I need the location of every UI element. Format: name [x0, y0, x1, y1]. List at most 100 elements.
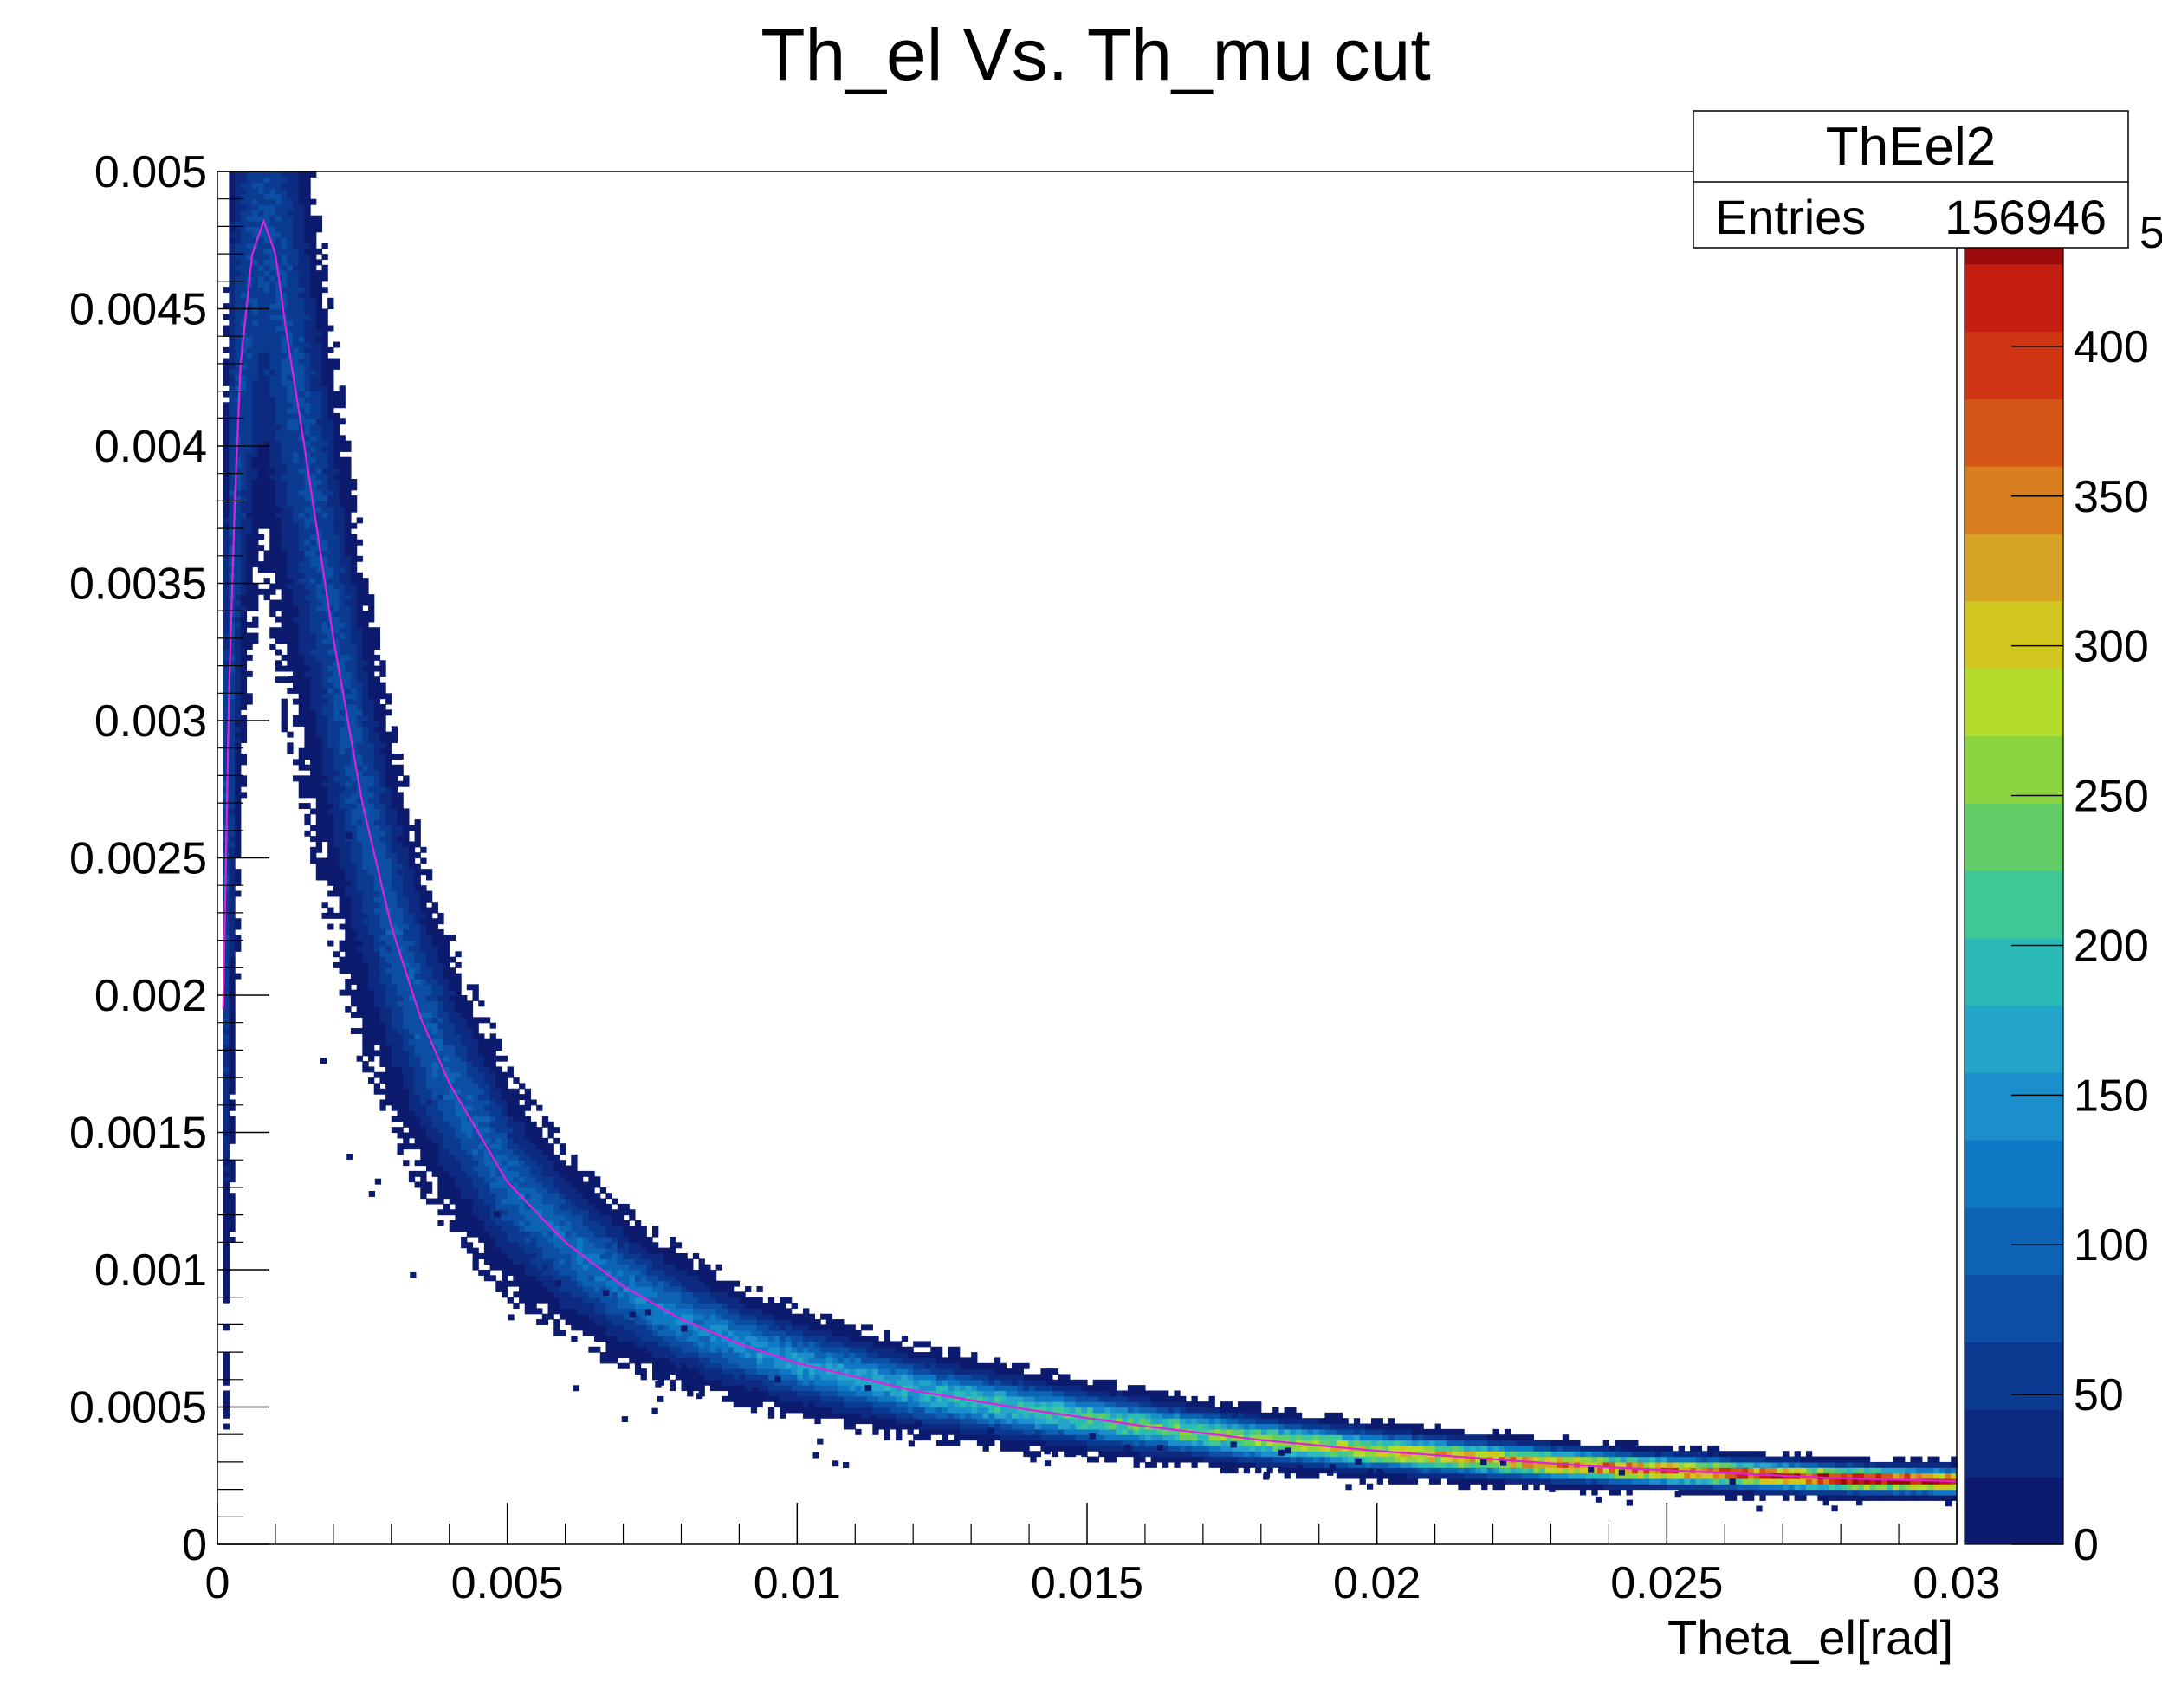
heatmap-bin — [623, 1291, 630, 1298]
heatmap-bin — [368, 654, 375, 661]
heatmap-bin — [339, 632, 346, 639]
heatmap-bin — [513, 1247, 520, 1254]
heatmap-bin — [425, 945, 433, 952]
heatmap-bin — [304, 495, 311, 501]
heatmap-bin — [298, 341, 305, 348]
heatmap-bin — [391, 940, 398, 947]
heatmap-bin — [269, 182, 276, 189]
heatmap-bin — [698, 1258, 705, 1265]
heatmap-bin — [437, 928, 444, 935]
heatmap-bin — [646, 1313, 653, 1320]
heatmap-bin — [565, 1181, 572, 1188]
heatmap-bin — [327, 830, 334, 837]
heatmap-bin — [588, 1176, 595, 1183]
heatmap-bin — [240, 627, 248, 634]
heatmap-bin — [269, 446, 276, 452]
heatmap-bin — [612, 1231, 618, 1238]
heatmap-bin — [246, 578, 253, 585]
heatmap-bin — [257, 396, 265, 403]
heatmap-bin — [652, 1258, 659, 1265]
heatmap-bin — [281, 379, 288, 386]
heatmap-bin — [298, 210, 305, 217]
heatmap-bin — [229, 912, 236, 919]
heatmap-bin — [333, 517, 340, 524]
heatmap-bin — [652, 1252, 659, 1259]
heatmap-bin — [612, 1313, 618, 1320]
heatmap-bin — [466, 1226, 474, 1232]
heatmap-bin — [420, 846, 427, 853]
heatmap-bin — [617, 1336, 625, 1342]
heatmap-bin — [304, 346, 311, 353]
heatmap-bin — [315, 846, 323, 853]
heatmap-bin — [629, 1280, 636, 1287]
heatmap-bin — [612, 1324, 618, 1331]
heatmap-bin — [599, 1226, 607, 1232]
heatmap-bin — [414, 1055, 421, 1062]
heatmap-bin — [229, 967, 236, 974]
heatmap-bin — [345, 819, 352, 826]
heatmap-bin — [698, 1286, 705, 1292]
heatmap-bin — [617, 1258, 625, 1265]
heatmap-bin — [257, 506, 265, 513]
heatmap-bin — [350, 792, 358, 799]
heatmap-bin — [408, 879, 416, 886]
heatmap-bin — [368, 665, 375, 672]
heatmap-bin — [519, 1187, 526, 1194]
heatmap-bin — [275, 418, 282, 425]
heatmap-bin — [571, 1280, 578, 1287]
heatmap-bin — [235, 583, 242, 590]
heatmap-bin — [617, 1319, 625, 1325]
heatmap-bin — [235, 182, 242, 189]
heatmap-bin — [670, 1330, 676, 1336]
heatmap-bin — [275, 353, 282, 359]
heatmap-bin — [327, 429, 334, 436]
heatmap-bin — [315, 528, 323, 535]
heatmap-bin — [246, 534, 253, 540]
heatmap-bin — [263, 424, 270, 430]
heatmap-bin — [327, 325, 334, 332]
heatmap-bin — [315, 698, 323, 705]
heatmap-bin — [646, 1291, 653, 1298]
heatmap-bin — [229, 747, 236, 754]
heatmap-bin — [379, 1050, 386, 1057]
heatmap-bin — [269, 402, 276, 409]
heatmap-bin — [559, 1214, 566, 1221]
heatmap-bin — [293, 698, 300, 705]
heatmap-bin — [257, 297, 265, 304]
heatmap-bin — [246, 171, 253, 178]
heatmap-bin — [240, 402, 248, 409]
heatmap-bin — [246, 644, 253, 650]
heatmap-bin — [304, 369, 311, 376]
heatmap-bin — [339, 479, 346, 485]
heatmap-bin — [310, 627, 317, 634]
heatmap-bin — [403, 935, 410, 941]
heatmap-bin — [408, 1116, 416, 1122]
heatmap-bin — [315, 501, 323, 508]
heatmap-bin — [403, 890, 410, 897]
heatmap-bin — [235, 637, 242, 644]
heatmap-bin — [304, 731, 311, 738]
heatmap-bin — [362, 967, 369, 974]
heatmap-bin — [252, 517, 259, 524]
heatmap-bin — [304, 676, 311, 683]
heatmap-bin — [472, 984, 479, 991]
heatmap-bin — [310, 231, 317, 238]
heatmap-bin — [397, 797, 404, 804]
heatmap-bin — [229, 1198, 236, 1205]
heatmap-bin — [310, 435, 317, 442]
heatmap-bin — [246, 605, 253, 611]
heatmap-bin — [541, 1193, 549, 1200]
heatmap-bin — [223, 1033, 230, 1040]
heatmap-bin — [495, 1045, 502, 1051]
heatmap-bin — [257, 264, 265, 271]
heatmap-bin — [240, 605, 248, 611]
heatmap-bin — [501, 1116, 508, 1122]
heatmap-bin — [368, 961, 375, 968]
heatmap-bin — [263, 292, 270, 299]
heatmap-bin — [333, 951, 340, 958]
heatmap-bin — [414, 923, 421, 930]
heatmap-bin — [315, 764, 323, 771]
heatmap-bin — [229, 275, 236, 282]
heatmap-bin — [362, 984, 369, 991]
heatmap-bin — [571, 1203, 578, 1210]
